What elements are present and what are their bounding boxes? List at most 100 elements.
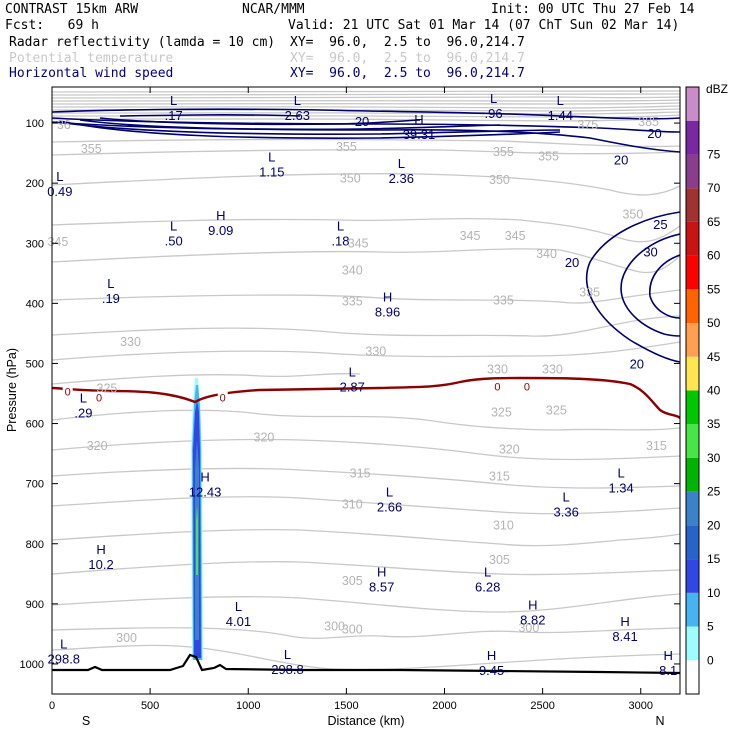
extremum-type: L [170,218,177,233]
extremum-value: 6.28 [475,580,500,595]
extremum-type: L [294,93,301,108]
theta-line-strat [52,117,680,122]
theta-line [52,341,680,361]
wind-line [585,211,680,363]
theta-line-strat [52,99,680,102]
extremum-type: L [349,364,356,379]
x-tick-label: 1500 [334,700,358,712]
extremum-value: 9.09 [208,223,233,238]
theta-line-strat [52,90,680,93]
theta-label: 315 [489,469,510,483]
y-tick-label: 600 [26,419,44,431]
colorbar-swatch [686,87,699,121]
extremum-value: 8.41 [612,629,637,644]
theta-line [52,138,680,148]
theta-label: 300 [116,631,137,645]
theta-label: 355 [336,140,357,154]
theta-label: 385 [638,115,659,129]
colorbar-level: 40 [707,384,721,398]
reflectivity-colorbar: dBZ 0 5 10 15 20 25 30 35 40 45 50 55 60 65 70 75 [685,82,728,695]
theta-label: 330 [365,344,386,358]
theta-label: 325 [546,403,567,417]
field-reflectivity: Radar reflectivity (lamda = 10 cm) [9,35,276,50]
wind-contours [52,108,680,363]
field-wind: Horizontal wind speed [9,66,174,81]
y-tick-label: 200 [26,178,44,190]
theta-label: 345 [460,229,481,243]
terrain [52,653,680,675]
theta-line-strat [52,102,680,105]
theta-line [52,149,680,156]
extremum-type: H [487,648,496,663]
colorbar-level: 45 [707,350,721,364]
y-tick-label: 700 [26,479,44,491]
extremum-type: L [80,390,87,405]
wind-line [55,121,561,135]
y-axis-title: Pressure (hPa) [5,348,19,432]
colorbar-swatch [686,525,699,560]
theta-label: 355 [81,142,102,156]
wind-line [649,254,680,319]
model-title: CONTRAST 15km ARW [5,2,139,17]
theta-label: 350 [622,207,643,221]
theta-label: 305 [489,553,510,567]
extremum-type: H [216,208,225,223]
extremum-value: .19 [102,291,120,306]
wind-speed-label: 20 [565,255,579,270]
terrain-line [52,653,680,675]
colorbar-level: 25 [707,485,721,499]
theta-line-strat [52,96,680,99]
theta-label: 330 [120,335,141,349]
extremum-type: L [557,93,564,108]
extremum-type: L [337,218,344,233]
theta-contours [52,90,680,671]
colorbar-swatch [686,491,699,526]
theta-label: 310 [342,498,363,512]
x-tick-label: 3000 [629,700,653,712]
y-tick-label: 900 [26,599,44,611]
extremum-value: .18 [331,233,349,248]
colorbar-frame [685,86,700,695]
extremum-value: .29 [74,405,92,420]
extremum-type: H [200,470,209,485]
field-wind-xy: XY= 96.0, 2.5 to 96.0,214.7 [290,66,525,81]
theta-label: 315 [646,439,667,453]
theta-label: 300 [518,621,539,635]
theta-labels: 36 355 355 355 355 375 385 350 350 350 345 345 345 34… [47,115,666,645]
extremum-type: H [96,542,105,557]
colorbar-level: 0 [707,653,714,667]
theta-label: 330 [487,362,508,376]
theta-label: 300 [342,623,363,637]
extremum-value: 10.2 [88,557,113,572]
extremum-value: 4.01 [226,614,251,629]
colorbar-level: 65 [707,215,721,229]
extremum-type: L [268,149,275,164]
theta-line [52,528,680,547]
wind-speed-label: 20 [614,152,628,167]
theta-label: 335 [342,295,363,309]
x-tick-label: 0 [49,700,55,712]
colorbar-level: 10 [707,586,721,600]
theta-label: 320 [254,430,275,444]
extremum-value: 8.1 [659,663,677,678]
freezing-level-label: 0 [96,393,102,405]
extremum-value: 1.15 [259,164,284,179]
extremum-type: L [107,276,114,291]
wind-line [59,120,561,139]
theta-label: 350 [340,171,361,185]
colorbar-swatch [686,424,699,458]
extrema-labels: L.17L2.63L.96L1.44H39.31L1.15L2.36L0.49H… [47,91,677,678]
theta-line-strat [52,105,680,109]
wind-line [99,117,421,126]
colorbar-level: 5 [707,620,714,634]
colorbar-swatch [686,188,699,222]
colorbar-swatch [686,120,699,155]
field-theta: Potential temperature [9,51,174,66]
theta-label: 355 [493,145,514,159]
x-tick-label: 1000 [236,700,260,712]
extremum-type: H [383,289,392,304]
theta-line [52,496,680,515]
wind-speed-label: 20 [630,357,644,372]
theta-label: 345 [47,235,68,249]
extremum-type: L [170,93,177,108]
